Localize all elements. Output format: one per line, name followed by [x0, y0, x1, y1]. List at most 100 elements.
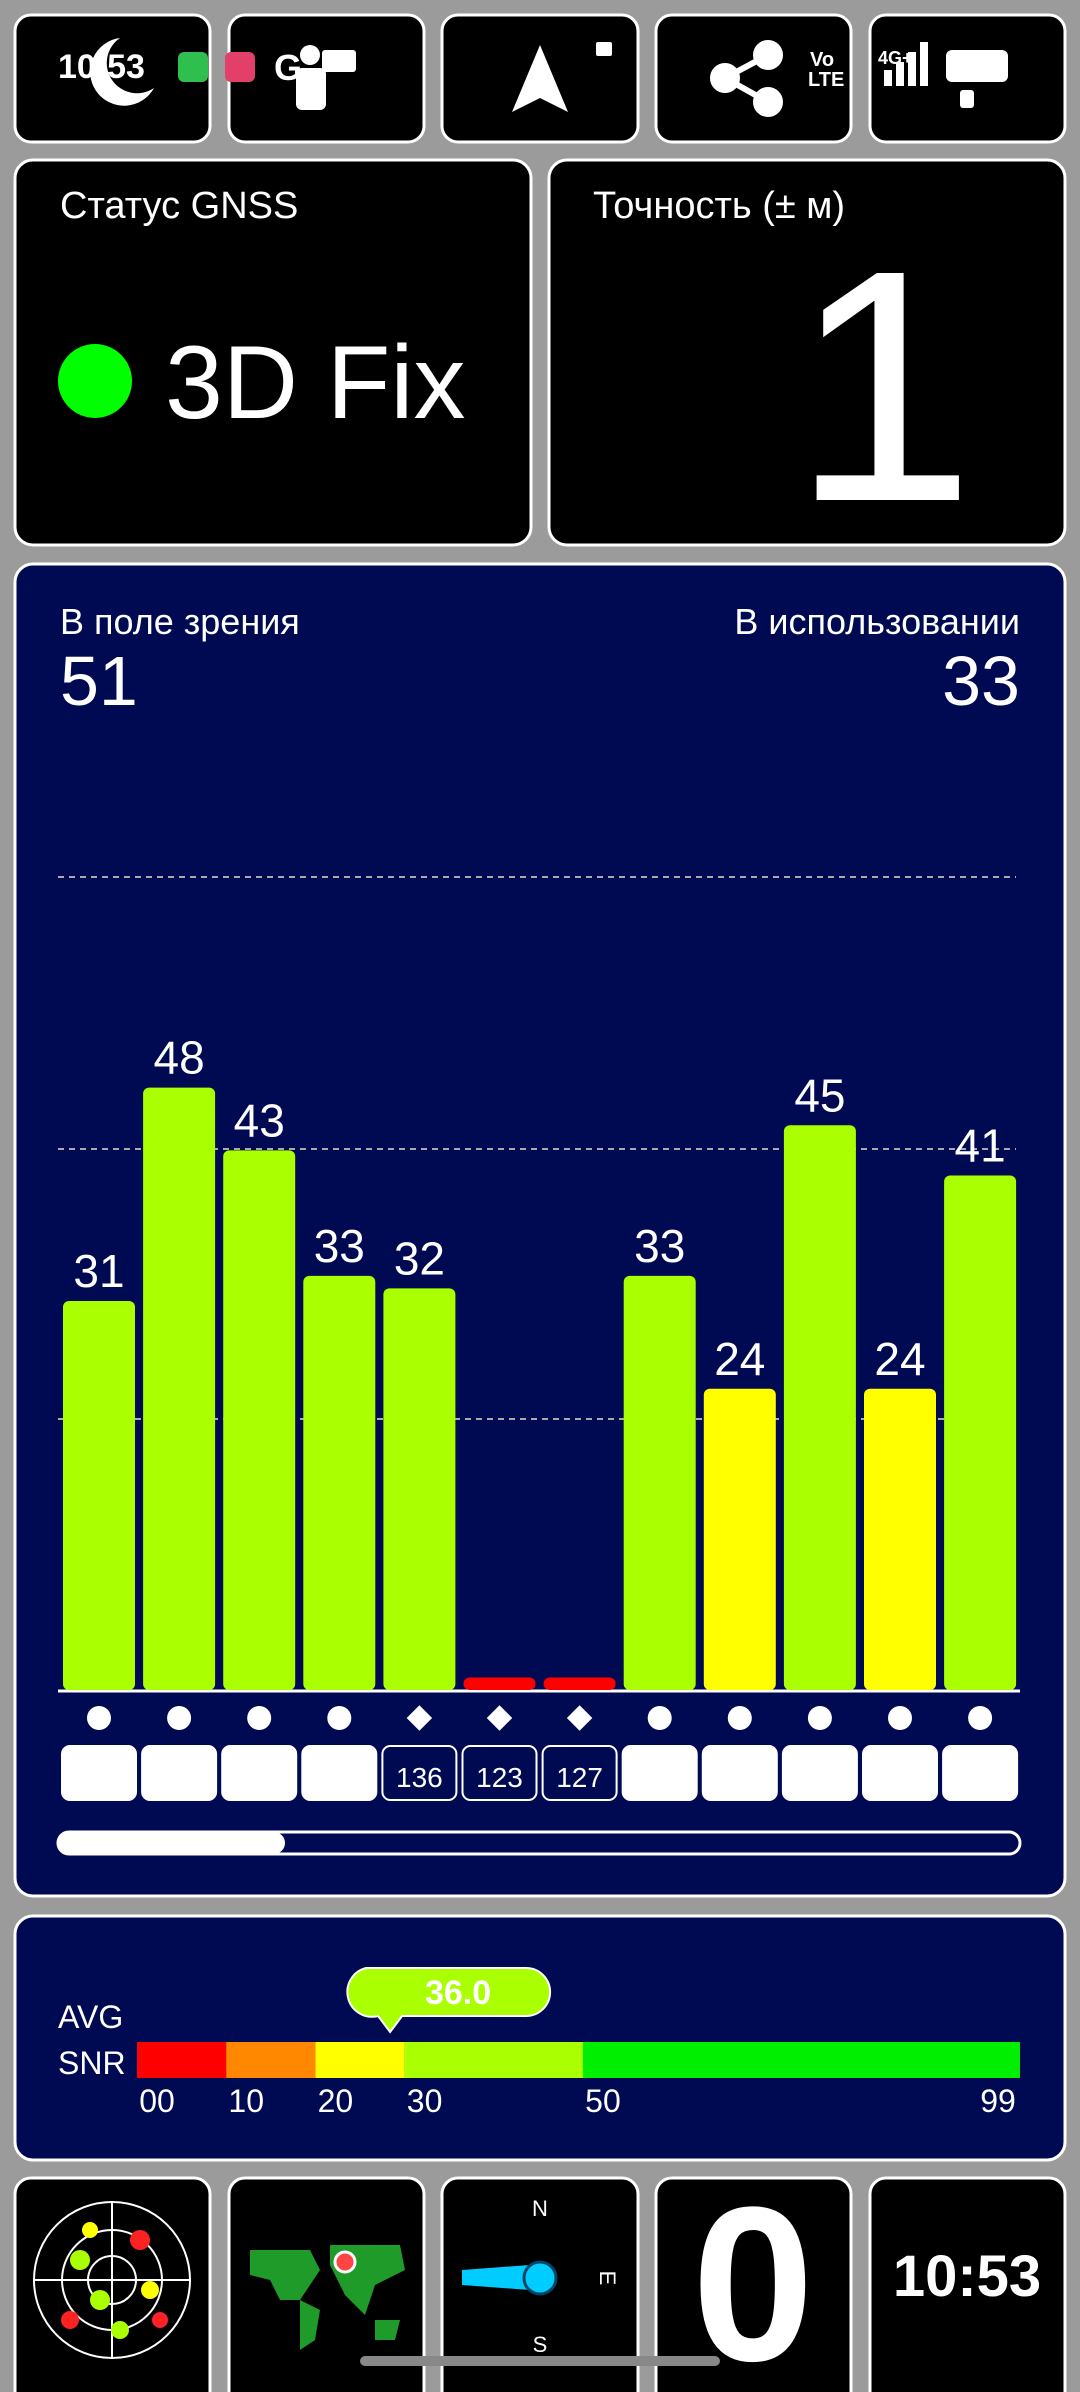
in-view-label: В поле зрения: [60, 601, 300, 642]
gnss-status-value: 3D Fix: [165, 325, 465, 441]
sat-id-box: [701, 1745, 778, 1801]
sat-id-box: [781, 1745, 858, 1801]
sat-id: 26: [878, 1752, 923, 1796]
snr-value: 45: [794, 1069, 845, 1121]
in-view-value: 51: [60, 642, 138, 720]
snr-tick-label: 20: [318, 2083, 354, 2119]
navigation-icon: [512, 45, 568, 112]
sat-id: 27: [237, 1752, 282, 1796]
snr-tick-label: 10: [228, 2083, 264, 2119]
snr-bar: [944, 1175, 1017, 1690]
snr-bar: [703, 1388, 776, 1690]
world-map-icon: [250, 2245, 405, 2350]
snr-label: SNR: [58, 2045, 126, 2081]
snr-segment: [137, 2042, 227, 2078]
top-tiles: [13, 13, 1067, 144]
constellation-marker: [327, 1706, 352, 1730]
snr-value: 41: [955, 1119, 1006, 1171]
volte: LTE: [808, 69, 844, 91]
accuracy-value: 1: [791, 201, 975, 570]
tile[interactable]: [227, 13, 426, 144]
sky-plot-icon: [33, 2201, 191, 2359]
snr-segment: [582, 2042, 1020, 2078]
network: 4G+: [878, 48, 913, 68]
sat-id: 136: [396, 1762, 443, 1793]
tile[interactable]: [654, 2176, 853, 2392]
snr-segment: [315, 2042, 405, 2078]
snr-value: 31: [73, 1245, 124, 1297]
gnss-status-label: Статус GNSS: [60, 185, 298, 227]
scrollbar-thumb[interactable]: [58, 1832, 285, 1854]
sat-id: 08: [798, 1752, 843, 1796]
tile[interactable]: [13, 13, 212, 144]
snr-bar: [63, 1300, 135, 1690]
snr-bar: [783, 1125, 856, 1690]
sat-id-box: [221, 1745, 298, 1801]
sat-id: 23: [77, 1752, 122, 1796]
snr-bar: [223, 1150, 296, 1690]
signal-icon: [884, 42, 928, 86]
constellation-marker: [807, 1706, 832, 1730]
sat-id-box: [61, 1745, 137, 1801]
constellation-marker: [167, 1706, 192, 1730]
sat-id: 10: [157, 1752, 202, 1796]
sat-id-box: [141, 1745, 218, 1801]
compass-n: N: [532, 2196, 548, 2221]
tile[interactable]: [654, 13, 853, 144]
sat-id: 16: [637, 1752, 682, 1796]
phone-icon: [960, 90, 974, 108]
satellite-count: 0: [692, 2161, 814, 2392]
constellation-marker: [647, 1706, 672, 1730]
constellation-marker: [968, 1706, 993, 1730]
snr-value: 24: [714, 1333, 765, 1385]
constellation-marker: [888, 1706, 912, 1730]
accuracy-card: [547, 158, 1067, 547]
moon-icon: [90, 38, 154, 106]
snr-bar: [623, 1275, 696, 1690]
snr-value: 33: [314, 1220, 365, 1272]
sat-id-box: [862, 1745, 938, 1801]
sat-id: 123: [476, 1762, 523, 1793]
clock: 10:53: [893, 2244, 1041, 2309]
status-time: 10:53: [58, 48, 145, 86]
snr-segment: [404, 2042, 583, 2078]
compass-s: S: [533, 2332, 548, 2357]
snr-tick-label: 00: [139, 2083, 175, 2119]
battery-icon: [946, 50, 1008, 82]
compass-icon: [462, 2260, 558, 2296]
in-use-value: 33: [942, 642, 1020, 720]
snr-avg: 36.0: [425, 1974, 491, 2012]
constellation-marker: [247, 1706, 272, 1730]
tile[interactable]: [868, 2176, 1067, 2392]
volte: Vo: [810, 49, 834, 71]
snr-tick-label: 30: [407, 2083, 443, 2119]
snr-tick-label: 99: [980, 2083, 1016, 2119]
snr-value: 24: [874, 1333, 925, 1385]
lock-icon: [596, 42, 612, 56]
snr-segment: [226, 2042, 316, 2078]
app-icon: [178, 52, 208, 82]
carrier: G: [274, 47, 302, 88]
snr-bar: [543, 1677, 616, 1690]
compass-e: E: [595, 2271, 620, 2286]
sat-id: 32: [958, 1752, 1003, 1796]
snr-bar: [143, 1087, 216, 1690]
snr-value: 32: [394, 1232, 445, 1284]
snr-panel: [13, 1914, 1067, 2162]
constellation-marker: [87, 1706, 111, 1730]
snr-tick-label: 50: [585, 2083, 621, 2119]
sat-id-box: [541, 1745, 618, 1801]
sat-id: 18: [317, 1752, 362, 1796]
gnss-status-card: [13, 158, 533, 547]
gnss-indicator: [58, 344, 132, 418]
snr-value: 48: [154, 1032, 205, 1084]
snr-bar: [383, 1288, 456, 1690]
snr-label: AVG: [58, 1999, 123, 2035]
home-indicator[interactable]: [360, 2356, 720, 2366]
snr-pointer: [346, 1967, 552, 2034]
sat-id-box: [461, 1745, 538, 1801]
sat-id: 15: [718, 1752, 763, 1796]
snr-bar: [463, 1677, 536, 1690]
